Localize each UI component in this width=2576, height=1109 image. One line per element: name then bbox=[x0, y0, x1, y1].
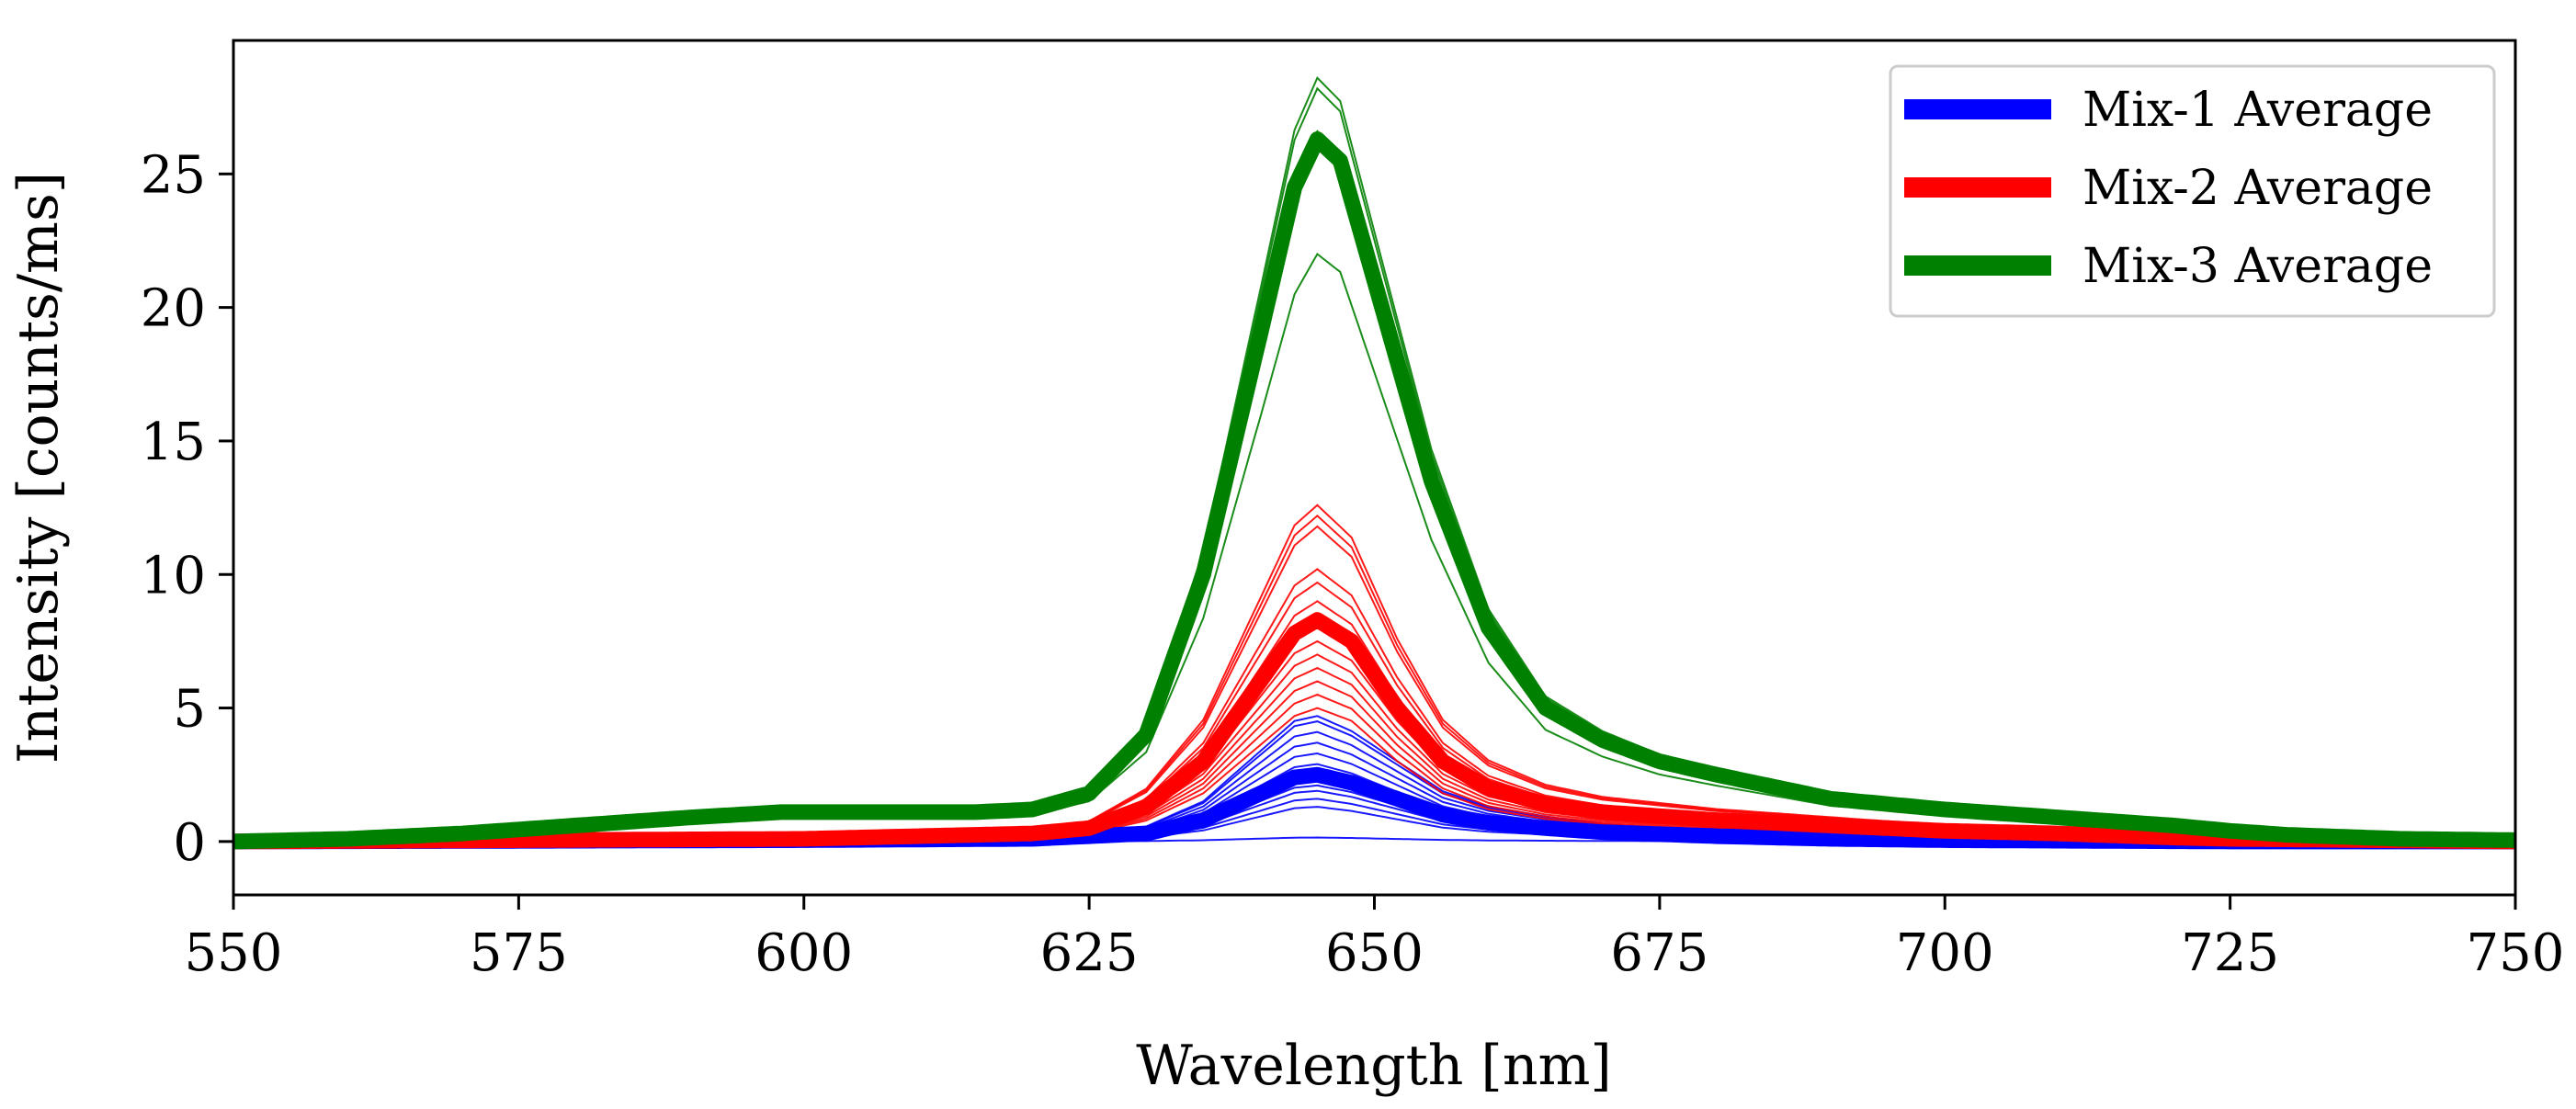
average-series-lines bbox=[233, 131, 2515, 850]
x-tick-label-625: 625 bbox=[1040, 923, 1139, 983]
y-tick-label-0: 0 bbox=[173, 813, 206, 873]
x-axis-label: Wavelength [nm] bbox=[1136, 1034, 1612, 1098]
scan-line-mix-2-11 bbox=[233, 568, 2515, 843]
x-tick-label-675: 675 bbox=[1610, 923, 1708, 983]
x-tick-label-750: 750 bbox=[2467, 923, 2565, 983]
legend-label-mix-2: Mix-2 Average bbox=[2082, 161, 2433, 216]
x-tick-label-650: 650 bbox=[1325, 923, 1424, 983]
y-axis-label: Intensity [counts/ms] bbox=[6, 172, 71, 764]
x-tick-label-700: 700 bbox=[1896, 923, 1994, 983]
scan-line-mix-2-3 bbox=[233, 680, 2515, 843]
y-tick-label-25: 25 bbox=[141, 145, 206, 205]
legend-label-mix-1: Mix-1 Average bbox=[2082, 83, 2433, 138]
legend-label-mix-3: Mix-3 Average bbox=[2082, 239, 2433, 294]
series-line-mix-2 bbox=[233, 612, 2515, 850]
legend-box bbox=[1889, 64, 2496, 318]
y-tick-label-10: 10 bbox=[141, 546, 206, 605]
series-line-mix-3 bbox=[233, 131, 2515, 850]
x-tick-label-575: 575 bbox=[470, 923, 568, 983]
y-tick-label-20: 20 bbox=[141, 279, 206, 339]
y-axis-ticks: 0 5 10 15 20 25 bbox=[141, 145, 233, 873]
y-tick-label-5: 5 bbox=[173, 680, 206, 740]
x-axis-ticks: 550 575 600 625 650 675 700 725 750 bbox=[185, 895, 2565, 983]
x-tick-label-550: 550 bbox=[185, 923, 283, 983]
x-tick-label-600: 600 bbox=[755, 923, 853, 983]
scan-line-mix-2-8 bbox=[233, 613, 2515, 843]
y-tick-label-15: 15 bbox=[141, 413, 206, 472]
legend: Mix-1 Average Mix-2 Average Mix-3 Averag… bbox=[1889, 64, 2496, 318]
x-tick-label-725: 725 bbox=[2181, 923, 2279, 983]
scan-line-mix-3-1 bbox=[233, 252, 2515, 843]
